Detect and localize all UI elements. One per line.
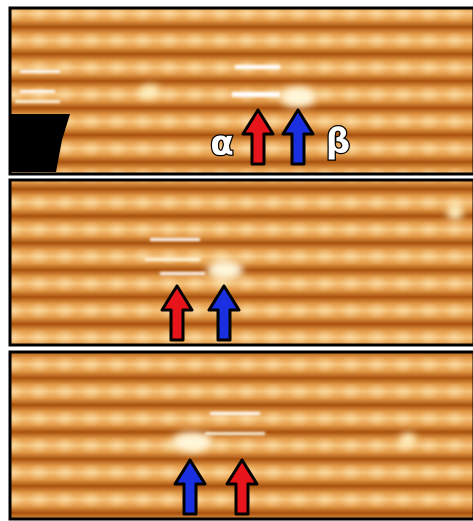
label-alpha: α [210, 124, 233, 164]
panel-2 [10, 180, 473, 345]
label-beta: β [326, 122, 350, 162]
panel-3 [10, 352, 473, 519]
panel-1: α β [10, 8, 473, 174]
stm-figure: α β [0, 0, 473, 521]
